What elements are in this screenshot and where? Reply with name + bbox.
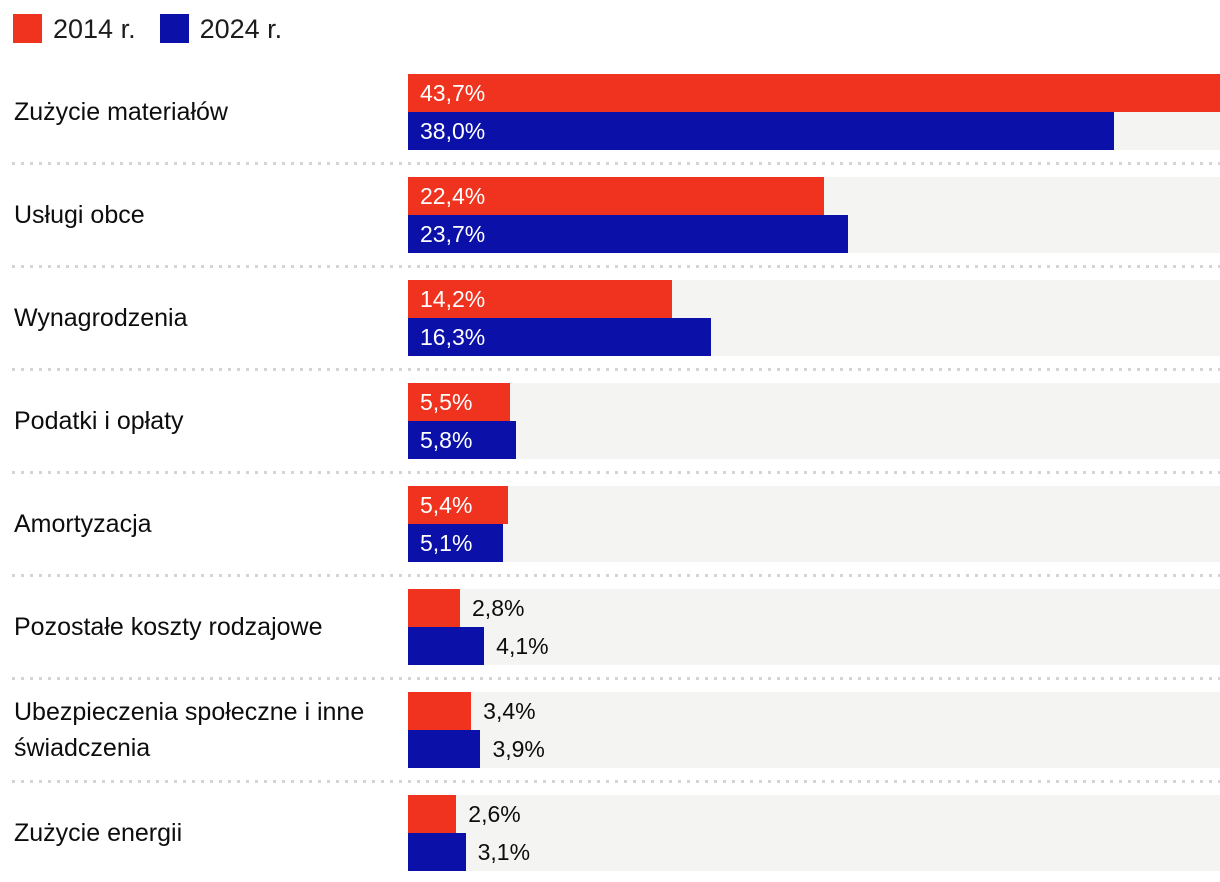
row-divider (0, 150, 1220, 177)
row-divider (0, 665, 1220, 692)
bar-value-label: 16,3% (420, 324, 486, 350)
bar-2014: 43,7% (408, 74, 1220, 112)
dotted-line (12, 265, 1220, 268)
bar-2024: 23,7% (408, 215, 849, 253)
chart-row: Zużycie energii 2,6% 3,1% (0, 795, 1220, 871)
bar-value-label: 38,0% (420, 118, 486, 144)
category-label: Amortyzacja (14, 509, 152, 538)
bar-value-label: 14,2% (420, 286, 486, 312)
bar-2014: 2,6% (408, 795, 521, 833)
bar-track: 14,2% 16,3% (408, 280, 1220, 356)
bar-value-label: 23,7% (420, 221, 486, 247)
bar-value-label: 22,4% (420, 183, 486, 209)
category-label: Zużycie energii (14, 818, 183, 847)
legend-item: 2024 r. (159, 14, 283, 44)
legend-label: 2024 r. (199, 14, 283, 44)
chart-row: Ubezpieczenia społeczne i inne świadczen… (0, 692, 1220, 768)
bar-2024: 16,3% (408, 318, 711, 356)
row-divider (0, 562, 1220, 589)
category-label: Zużycie materiałów (14, 97, 228, 126)
legend-label: 2014 r. (53, 14, 136, 44)
legend-swatch-icon (159, 14, 189, 43)
chart-row: Podatki i opłaty 5,5% 5,8% (0, 383, 1220, 459)
bar-value-label: 43,7% (420, 80, 486, 106)
bar-2014: 5,5% (408, 383, 511, 421)
bar-value-label: 2,6% (468, 801, 521, 827)
chart-row: Pozostałe koszty rodzajowe 2,8% 4,1% (0, 589, 1220, 665)
bar-2014: 5,4% (408, 486, 509, 524)
bar-2024: 4,1% (408, 627, 549, 665)
legend-item: 2014 r. (13, 14, 136, 43)
legend: 2014 r. 2024 r. (13, 14, 282, 43)
chart-row: Wynagrodzenia 14,2% 16,3% (0, 280, 1220, 356)
bar-2014: 14,2% (408, 280, 672, 318)
chart-row: Zużycie materiałów 43,7% 38,0% (0, 74, 1220, 150)
bar-value-label: 3,4% (483, 698, 536, 724)
bar-value-label: 3,9% (492, 736, 545, 762)
dotted-line (12, 677, 1220, 680)
bar-track: 43,7% 38,0% (408, 74, 1220, 150)
chart-row: Amortyzacja 5,4% 5,1% (0, 486, 1220, 562)
bar-2024: 3,1% (408, 833, 530, 871)
bar-track: 5,5% 5,8% (408, 383, 1220, 459)
bar-2014: 3,4% (408, 692, 536, 730)
bar-value-label: 3,1% (477, 839, 531, 865)
bar-2014: 2,8% (408, 589, 524, 627)
row-divider (0, 253, 1220, 280)
category-label: Podatki i opłaty (14, 406, 184, 435)
bar-track: 22,4% 23,7% (408, 177, 1220, 253)
dotted-line (12, 471, 1220, 474)
bar-value-label: 5,4% (420, 492, 473, 518)
category-label: Ubezpieczenia społeczne i inne świadczen… (14, 697, 365, 762)
dotted-line (12, 368, 1220, 371)
bar-2024: 3,9% (408, 730, 545, 768)
category-label: Pozostałe koszty rodzajowe (14, 612, 323, 641)
category-label: Usługi obce (14, 200, 145, 229)
bar-value-label: 5,5% (420, 389, 473, 415)
bar-2024: 38,0% (408, 112, 1115, 150)
dotted-line (12, 574, 1220, 577)
bar-value-label: 2,8% (472, 595, 525, 621)
bar-track: 3,4% 3,9% (408, 692, 1220, 768)
row-divider (0, 459, 1220, 486)
chart-row: Usługi obce 22,4% 23,7% (0, 177, 1220, 253)
bar-2024: 5,8% (408, 421, 516, 459)
row-divider (0, 768, 1220, 795)
legend-swatch-icon (13, 14, 42, 43)
row-divider (0, 356, 1220, 383)
category-label: Wynagrodzenia (14, 303, 188, 332)
dotted-line (12, 780, 1220, 783)
bar-2024: 5,1% (408, 524, 503, 562)
bar-track: 2,6% 3,1% (408, 795, 1220, 871)
bar-value-label: 5,1% (420, 530, 473, 556)
bar-track: 5,4% 5,1% (408, 486, 1220, 562)
bar-value-label: 4,1% (496, 633, 549, 659)
dotted-line (12, 162, 1220, 165)
bar-value-label: 5,8% (420, 427, 473, 453)
bar-track: 2,8% 4,1% (408, 589, 1220, 665)
chart-rows: Zużycie materiałów 43,7% 38,0% Usługi obce 2… (0, 74, 1220, 871)
bar-2014: 22,4% (408, 177, 825, 215)
